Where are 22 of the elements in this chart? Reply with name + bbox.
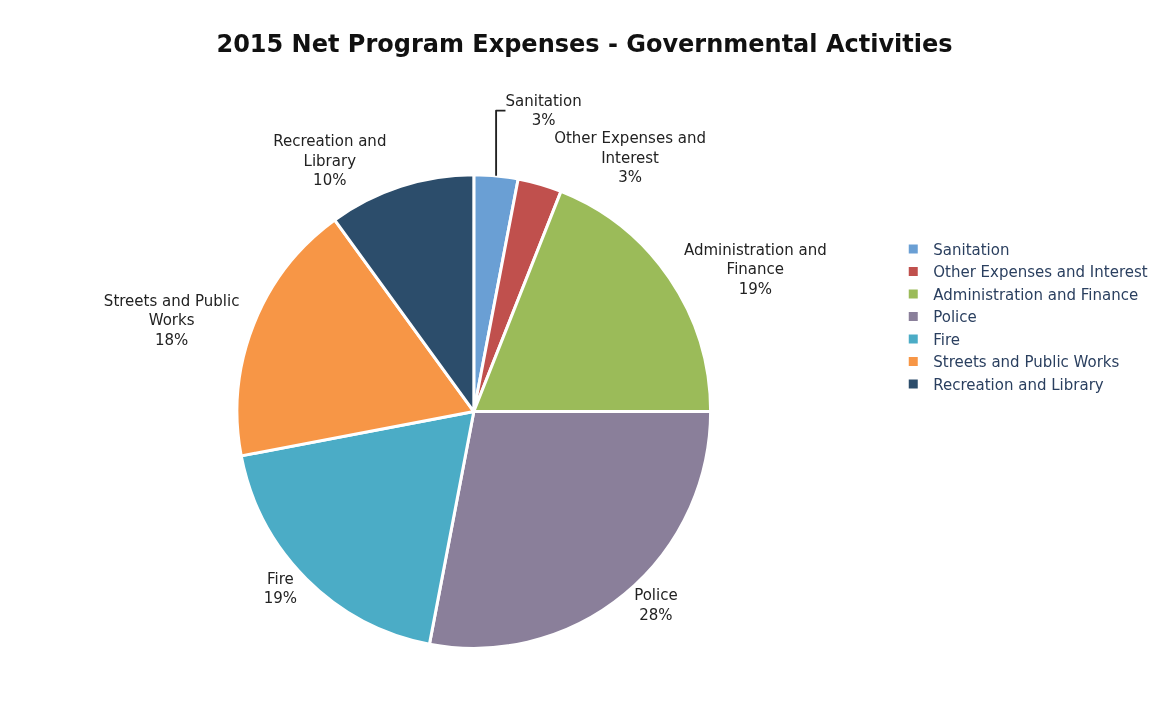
slice-label: Fire xyxy=(266,569,294,588)
data-label: 18% xyxy=(154,330,189,349)
slice-label: Administration and Finance xyxy=(683,240,827,279)
slice-label: Streets and Public Works xyxy=(103,291,240,330)
data-label: 3% xyxy=(531,111,556,130)
legend-label: Sanitation xyxy=(933,240,1010,259)
legend-label: Recreation and Library xyxy=(933,375,1104,394)
legend-label: Police xyxy=(933,308,977,327)
legend-label: Fire xyxy=(933,330,961,349)
data-label: 19% xyxy=(738,279,772,298)
slice-label: Police xyxy=(634,586,678,605)
data-label: 3% xyxy=(618,168,642,187)
slice-label: Sanitation xyxy=(505,91,582,110)
data-label: 19% xyxy=(263,589,297,608)
data-label: 10% xyxy=(313,171,347,190)
slice-label: Recreation and Library xyxy=(273,132,387,170)
chart-title: 2015 Net Program Expenses - Governmental Activities xyxy=(216,29,953,58)
legend-label: Other Expenses and Interest xyxy=(933,263,1148,282)
slice-label: Other Expenses and Interest xyxy=(554,129,706,167)
legend-label: Streets and Public Works xyxy=(933,353,1120,372)
data-label: 28% xyxy=(639,605,673,624)
legend-label: Administration and Finance xyxy=(933,285,1139,304)
